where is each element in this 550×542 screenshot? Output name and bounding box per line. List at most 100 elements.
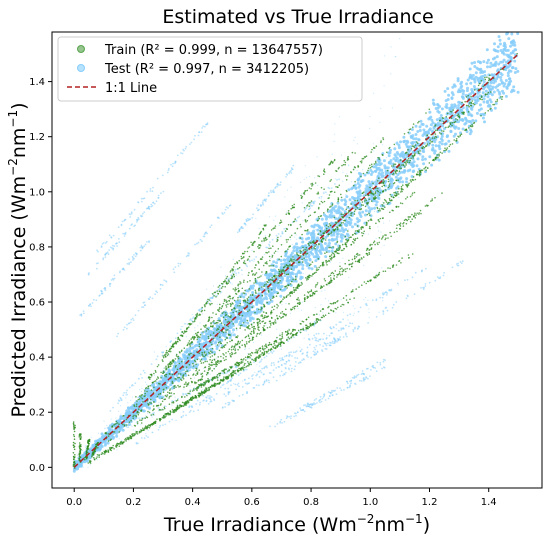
scatter-point bbox=[194, 360, 197, 363]
scatter-point bbox=[293, 415, 295, 418]
scatter-point bbox=[373, 92, 375, 94]
scatter-point bbox=[323, 332, 325, 335]
scatter-point bbox=[270, 257, 272, 259]
scatter-point bbox=[388, 160, 392, 164]
scatter-point bbox=[333, 390, 335, 392]
scatter-point bbox=[354, 180, 356, 183]
scatter-point bbox=[228, 392, 230, 394]
scatter-point bbox=[303, 178, 305, 180]
scatter-point bbox=[254, 280, 257, 282]
scatter-point bbox=[286, 275, 290, 279]
scatter-point bbox=[342, 327, 344, 329]
scatter-point bbox=[198, 403, 201, 406]
scatter-point bbox=[300, 181, 302, 183]
scatter-point bbox=[370, 369, 372, 371]
scatter-point bbox=[202, 394, 205, 397]
scatter-point bbox=[260, 358, 263, 361]
scatter-point bbox=[382, 360, 385, 363]
scatter-point bbox=[107, 433, 110, 435]
scatter-point bbox=[216, 292, 218, 294]
scatter-point bbox=[289, 364, 292, 367]
scatter-point bbox=[82, 466, 84, 468]
scatter-point bbox=[265, 198, 268, 201]
scatter-point bbox=[321, 397, 324, 400]
scatter-point bbox=[279, 294, 283, 298]
scatter-point bbox=[330, 187, 333, 190]
scatter-point bbox=[346, 234, 350, 238]
scatter-point bbox=[443, 271, 445, 274]
scatter-point bbox=[174, 160, 177, 163]
scatter-point bbox=[360, 373, 363, 376]
scatter-point bbox=[445, 116, 448, 118]
scatter-point bbox=[346, 382, 349, 385]
scatter-point bbox=[300, 309, 303, 311]
scatter-point bbox=[322, 192, 325, 195]
scatter-point bbox=[461, 260, 464, 263]
scatter-point bbox=[398, 284, 400, 286]
scatter-point bbox=[285, 302, 287, 305]
scatter-point bbox=[137, 216, 140, 219]
scatter-point bbox=[255, 292, 257, 295]
scatter-point bbox=[183, 388, 185, 390]
scatter-point bbox=[461, 127, 465, 131]
scatter-point bbox=[277, 251, 279, 253]
scatter-point bbox=[290, 172, 293, 174]
scatter-point bbox=[423, 132, 427, 136]
scatter-point bbox=[323, 212, 325, 214]
scatter-point bbox=[149, 296, 152, 299]
scatter-point bbox=[104, 256, 107, 258]
scatter-point bbox=[308, 338, 311, 341]
scatter-point bbox=[85, 459, 89, 463]
scatter-point bbox=[364, 233, 366, 235]
scatter-point bbox=[202, 331, 204, 333]
scatter-point bbox=[200, 342, 203, 346]
scatter-point bbox=[227, 315, 229, 317]
scatter-point bbox=[238, 229, 241, 232]
scatter-point bbox=[117, 399, 120, 402]
scatter-point bbox=[314, 200, 316, 203]
scatter-point bbox=[380, 107, 382, 109]
scatter-point bbox=[418, 129, 422, 132]
scatter-point bbox=[261, 242, 263, 244]
scatter-point bbox=[202, 389, 204, 391]
scatter-point bbox=[287, 248, 289, 250]
scatter-point bbox=[353, 382, 356, 385]
scatter-point bbox=[122, 328, 125, 331]
scatter-point bbox=[417, 122, 419, 124]
scatter-point bbox=[424, 283, 427, 285]
scatter-point bbox=[428, 110, 432, 114]
scatter-point bbox=[307, 266, 311, 270]
scatter-point bbox=[327, 397, 330, 400]
scatter-point bbox=[499, 60, 503, 64]
scatter-point bbox=[260, 306, 263, 309]
scatter-point bbox=[367, 167, 370, 170]
scatter-point bbox=[252, 284, 255, 288]
scatter-point bbox=[379, 363, 382, 366]
scatter-point bbox=[361, 370, 364, 372]
scatter-point bbox=[169, 341, 171, 344]
scatter-point bbox=[143, 301, 146, 304]
scatter-point bbox=[188, 354, 190, 356]
scatter-point bbox=[296, 357, 299, 360]
scatter-point bbox=[148, 403, 150, 406]
scatter-point bbox=[474, 101, 478, 105]
scatter-point bbox=[270, 362, 273, 365]
scatter-point bbox=[462, 89, 466, 93]
scatter-point bbox=[336, 240, 339, 243]
scatter-point bbox=[434, 133, 437, 135]
scatter-point bbox=[341, 207, 345, 211]
scatter-point bbox=[433, 149, 437, 153]
scatter-point bbox=[226, 382, 228, 385]
scatter-point bbox=[388, 151, 392, 155]
scatter-point bbox=[333, 337, 336, 340]
scatter-point bbox=[276, 423, 279, 425]
scatter-point bbox=[135, 442, 138, 445]
scatter-point bbox=[110, 236, 112, 239]
scatter-point bbox=[345, 332, 347, 335]
scatter-point bbox=[227, 329, 229, 331]
scatter-point bbox=[126, 262, 129, 265]
scatter-point bbox=[130, 420, 132, 422]
scatter-point bbox=[369, 186, 371, 189]
scatter-point bbox=[271, 269, 274, 273]
scatter-point bbox=[311, 337, 314, 340]
